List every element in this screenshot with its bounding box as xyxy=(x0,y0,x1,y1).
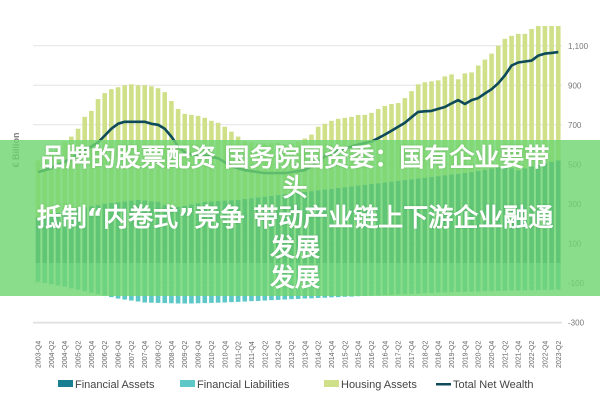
x-tick-label: 2018-Q4 xyxy=(436,341,443,368)
x-tick-label: 2014-Q2 xyxy=(316,341,323,368)
x-tick-label: 2013-Q2 xyxy=(289,341,296,368)
x-tick-label: 2017-Q2 xyxy=(396,341,403,368)
x-tick-label: 2011-Q2 xyxy=(236,341,243,368)
legend-item: Financial Liabilities xyxy=(180,379,290,391)
legend: Financial Assets Financial Liabilities Hou… xyxy=(58,379,534,391)
overlay-banner xyxy=(0,140,600,296)
bar-housing-assets xyxy=(442,76,448,176)
x-tick-label: 2016-Q2 xyxy=(369,341,376,368)
bar-housing-assets xyxy=(402,98,408,181)
bar-housing-assets xyxy=(555,26,561,161)
x-tick-label: 2012-Q4 xyxy=(276,341,283,368)
headline-line-2: 抵制“内卷式”竞争 带动产业链上下游企业融通发展 xyxy=(36,203,554,262)
x-tick-label: 2014-Q4 xyxy=(329,341,336,368)
x-tick-label: 2019-Q2 xyxy=(449,341,456,368)
x-tick-label: 2019-Q4 xyxy=(462,341,469,368)
bar-housing-assets xyxy=(469,72,474,173)
x-tick-label: 2007-Q4 xyxy=(142,341,149,368)
bar-housing-assets xyxy=(462,73,468,173)
x-tick-label: 2021-Q2 xyxy=(502,341,509,368)
legend-label: Total Net Wealth xyxy=(453,379,534,391)
x-tick-label: 2021-Q4 xyxy=(516,341,523,368)
legend-swatch xyxy=(58,380,73,387)
x-tick-label: 2012-Q2 xyxy=(262,341,269,368)
x-tick-label: 2020-Q2 xyxy=(476,341,483,368)
overlay-headline[interactable]: 品牌的股票配资 国务院国资委：国有企业要带头 抵制“内卷式”竞争 带动产业链上下… xyxy=(32,143,558,293)
bar-housing-assets xyxy=(522,33,528,169)
legend-item: Total Net Wealth xyxy=(436,379,534,391)
bar-housing-assets xyxy=(495,45,501,168)
bar-housing-assets xyxy=(535,26,541,165)
x-axis-ticks: 2003-Q4 2004-Q2 2004-Q4 2005-Q2 2005-Q4 2006-… xyxy=(33,322,563,368)
bar-housing-assets xyxy=(415,84,421,179)
x-tick-label: 2020-Q4 xyxy=(489,341,496,368)
legend-label: Housing Assets xyxy=(341,379,417,391)
x-tick-label: 2015-Q2 xyxy=(342,341,349,368)
bar-housing-assets xyxy=(509,35,514,169)
legend-item: Housing Assets xyxy=(324,379,417,391)
x-tick-label: 2018-Q2 xyxy=(422,341,429,368)
x-tick-label: 2006-Q4 xyxy=(116,341,123,368)
x-tick-label: 2004-Q2 xyxy=(49,341,56,368)
bar-housing-assets xyxy=(489,53,494,169)
x-tick-label: 2016-Q4 xyxy=(382,341,389,368)
x-tick-label: 2008-Q2 xyxy=(156,341,163,368)
bar-housing-assets xyxy=(409,91,414,180)
x-tick-label: 2005-Q4 xyxy=(89,341,96,368)
x-tick-label: 2022-Q2 xyxy=(529,341,536,368)
x-tick-label: 2023-Q2 xyxy=(556,341,563,368)
legend-swatch xyxy=(180,380,195,387)
bar-housing-assets xyxy=(515,33,521,171)
bar-housing-assets xyxy=(502,38,508,167)
bar-housing-assets xyxy=(449,74,454,175)
x-tick-label: 2011-Q4 xyxy=(249,341,256,368)
y-tick-label: -300 xyxy=(568,318,585,327)
bar-housing-assets xyxy=(475,65,481,171)
headline-line-1: 品牌的股票配资 国务院国资委：国有企业要带头 xyxy=(40,143,550,202)
legend-label: Financial Liabilities xyxy=(197,379,290,391)
bar-housing-assets xyxy=(482,59,488,170)
bar-housing-assets xyxy=(429,81,434,177)
legend-label: Financial Assets xyxy=(75,379,155,391)
legend-swatch xyxy=(436,383,451,386)
x-tick-label: 2009-Q2 xyxy=(182,341,189,368)
bar-housing-assets xyxy=(422,82,428,178)
x-tick-label: 2010-Q4 xyxy=(222,341,229,368)
bar-housing-assets xyxy=(542,26,548,163)
y-tick-label: 1,100 xyxy=(568,42,589,51)
legend-item: Financial Assets xyxy=(58,379,155,391)
x-tick-label: 2015-Q4 xyxy=(356,341,363,368)
x-tick-label: 2022-Q4 xyxy=(542,341,549,368)
x-tick-label: 2009-Q4 xyxy=(196,341,203,368)
x-tick-label: 2006-Q2 xyxy=(102,341,109,368)
x-tick-label: 2017-Q4 xyxy=(409,341,416,368)
x-tick-label: 2004-Q4 xyxy=(62,341,69,368)
x-tick-label: 2005-Q2 xyxy=(76,341,83,368)
x-tick-label: 2003-Q4 xyxy=(36,341,43,368)
legend-swatch xyxy=(324,380,339,387)
x-tick-label: 2007-Q2 xyxy=(129,341,136,368)
x-tick-label: 2010-Q2 xyxy=(209,341,216,368)
x-tick-label: 2008-Q4 xyxy=(169,341,176,368)
bar-housing-assets xyxy=(529,28,534,167)
headline-line-3: 发展 xyxy=(269,263,320,292)
y-tick-label: 900 xyxy=(568,81,582,90)
bar-housing-assets xyxy=(549,26,554,162)
bar-housing-assets xyxy=(455,79,461,174)
x-tick-label: 2013-Q4 xyxy=(302,341,309,368)
y-tick-label: 700 xyxy=(568,121,582,130)
bar-housing-assets xyxy=(435,80,441,177)
